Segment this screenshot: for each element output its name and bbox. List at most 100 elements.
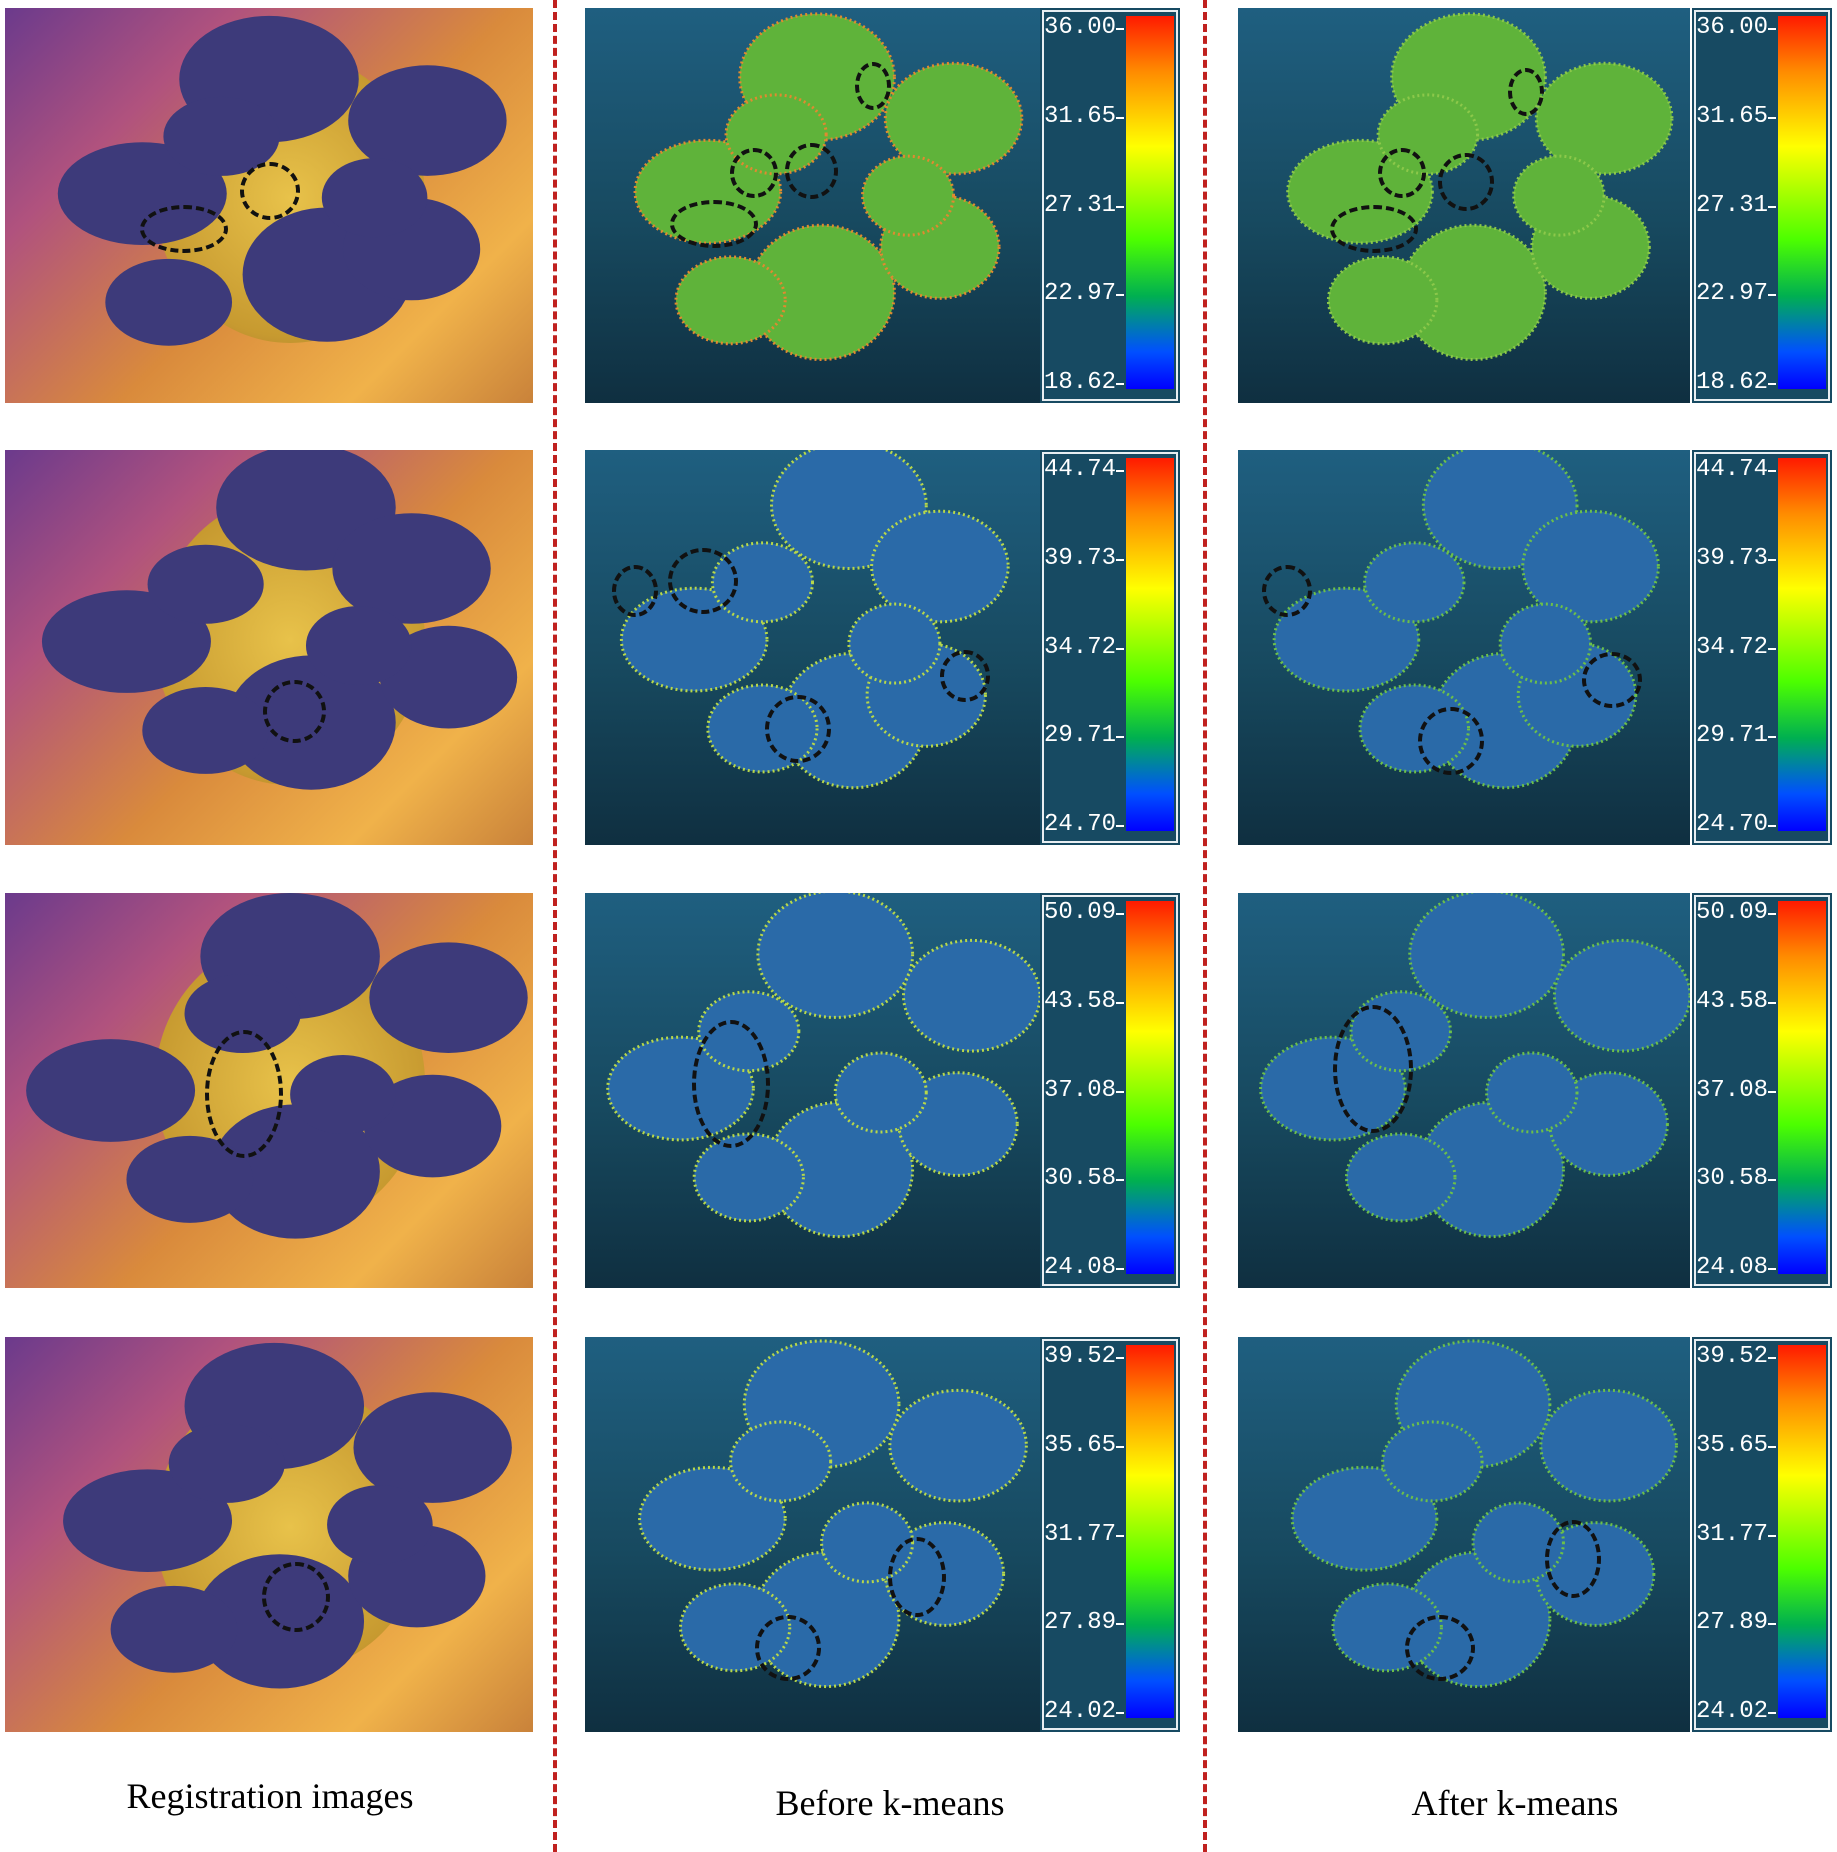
colorbar-tick-label: 44.74	[1696, 456, 1777, 483]
colorbar-before-row-3: 50.09 43.58 37.08 30.58 24.08	[1040, 893, 1180, 1288]
highlight-ellipse	[755, 1615, 821, 1681]
leaf	[1548, 1071, 1669, 1177]
highlight-ellipse	[855, 62, 891, 110]
colorbar-after-row-2: 44.74 39.73 34.72 29.71 24.70	[1692, 450, 1832, 845]
leaf	[765, 1100, 915, 1239]
leaf	[147, 544, 264, 624]
leaf	[1521, 509, 1660, 624]
colorbar-gradient	[1778, 16, 1826, 389]
colorbar-tick-label: 27.31	[1044, 191, 1125, 219]
leaf	[305, 606, 412, 686]
colorbar-tick-label: 31.65	[1044, 102, 1125, 130]
highlight-ellipse	[670, 200, 758, 248]
leaf	[353, 1392, 512, 1503]
leaf	[321, 158, 428, 238]
colorbar-tick-label: 34.72	[1044, 633, 1125, 661]
highlight-ellipse	[612, 565, 658, 617]
colorbar-tick-label: 22.97	[1044, 280, 1125, 308]
leaf	[1485, 1051, 1579, 1134]
colorbar-tick-label: 36.00	[1696, 14, 1777, 41]
leaf	[747, 223, 896, 362]
colorbar-tick-label: 24.02	[1044, 1698, 1125, 1725]
colorbar-frame	[1042, 10, 1178, 401]
colorbar-tick-label: 39.52	[1044, 1343, 1125, 1370]
colorbar-tick-label: 24.08	[1696, 1254, 1777, 1281]
colorbar-frame	[1042, 895, 1178, 1286]
leaf	[870, 509, 1010, 624]
leaf	[1512, 154, 1606, 237]
highlight-ellipse	[1582, 652, 1642, 708]
highlight-ellipse	[1438, 153, 1494, 211]
colorbar-tick-label: 34.72	[1696, 633, 1777, 661]
highlight-ellipse	[1545, 1520, 1601, 1598]
leaf	[41, 590, 211, 693]
leaf	[1498, 602, 1593, 685]
colorbar-frame	[1694, 895, 1830, 1286]
colorbar-gradient	[1126, 901, 1174, 1274]
registration-image-row-2	[5, 450, 533, 845]
colorbar-after-row-1: 36.00 31.65 27.31 22.97 18.62	[1692, 8, 1832, 403]
colorbar-tick-label: 35.65	[1044, 1431, 1125, 1459]
colorbar-tick-label: 37.08	[1044, 1076, 1125, 1104]
highlight-ellipse	[1378, 148, 1426, 198]
colorbar-tick-label: 43.58	[1044, 987, 1125, 1015]
leaf	[729, 1420, 833, 1503]
colorbar-frame	[1694, 10, 1830, 401]
column-divider-left	[553, 0, 557, 1852]
colorbar-tick-label: 18.62	[1696, 369, 1777, 396]
colorbar-tick-label: 24.02	[1696, 1698, 1777, 1725]
colorbar-tick-label: 30.58	[1044, 1165, 1125, 1193]
colorbar-tick-label: 31.77	[1696, 1520, 1777, 1548]
before-kmeans-pointcloud-row-4	[585, 1337, 1040, 1732]
colorbar-tick-label: 31.65	[1696, 102, 1777, 130]
colorbar-after-row-4: 39.52 35.65 31.77 27.89 24.02	[1692, 1337, 1832, 1732]
colorbar-tick-label: 18.62	[1044, 369, 1125, 396]
colorbar-tick-label: 30.58	[1696, 1165, 1777, 1193]
leaf	[1344, 1132, 1457, 1223]
highlight-ellipse	[1405, 1615, 1475, 1681]
highlight-ellipse	[1418, 707, 1484, 775]
leaf	[692, 1132, 805, 1223]
highlight-ellipse	[692, 1020, 770, 1148]
leaf	[1552, 938, 1690, 1053]
highlight-ellipse	[262, 1562, 330, 1632]
colorbar-gradient	[1778, 901, 1826, 1274]
leaf	[126, 1135, 254, 1223]
caption-registration-images: Registration images	[126, 1776, 414, 1816]
colorbar-gradient	[1778, 1345, 1826, 1718]
colorbar-tick-label: 35.65	[1696, 1431, 1777, 1459]
colorbar-tick-label: 44.74	[1044, 456, 1125, 483]
leaf	[364, 1074, 502, 1178]
before-kmeans-pointcloud-row-1	[585, 8, 1040, 403]
colorbar-tick-label: 24.08	[1044, 1254, 1125, 1281]
leaf	[332, 513, 491, 624]
leaf	[897, 1071, 1019, 1177]
leaf	[1534, 61, 1674, 176]
highlight-ellipse	[140, 205, 228, 253]
colorbar-tick-label: 43.58	[1696, 987, 1777, 1015]
highlight-ellipse	[668, 548, 738, 614]
highlight-ellipse	[240, 162, 300, 220]
leaf	[756, 893, 915, 1019]
highlight-ellipse	[1262, 565, 1312, 617]
leaf	[290, 1054, 396, 1134]
colorbar-tick-label: 50.09	[1044, 899, 1125, 926]
caption-after-k-means: After k-means	[1411, 1783, 1619, 1823]
leaf	[184, 973, 301, 1053]
leaf	[619, 586, 769, 693]
leaf	[861, 154, 956, 237]
colorbar-tick-label: 24.70	[1696, 811, 1777, 838]
leaf	[1363, 541, 1466, 624]
colorbar-tick-label: 39.73	[1044, 544, 1125, 572]
leaf	[110, 1585, 238, 1673]
leaf	[833, 1051, 928, 1134]
colorbar-tick-label: 39.52	[1696, 1343, 1777, 1370]
colorbar-tick-label: 37.08	[1696, 1076, 1777, 1104]
highlight-ellipse	[765, 695, 831, 763]
leaf	[142, 687, 269, 774]
colorbar-frame	[1694, 452, 1830, 843]
column-divider-right	[1203, 0, 1207, 1852]
colorbar-tick-label: 36.00	[1044, 14, 1125, 41]
leaf	[63, 1469, 233, 1573]
colorbar-tick-label: 22.97	[1696, 280, 1777, 308]
